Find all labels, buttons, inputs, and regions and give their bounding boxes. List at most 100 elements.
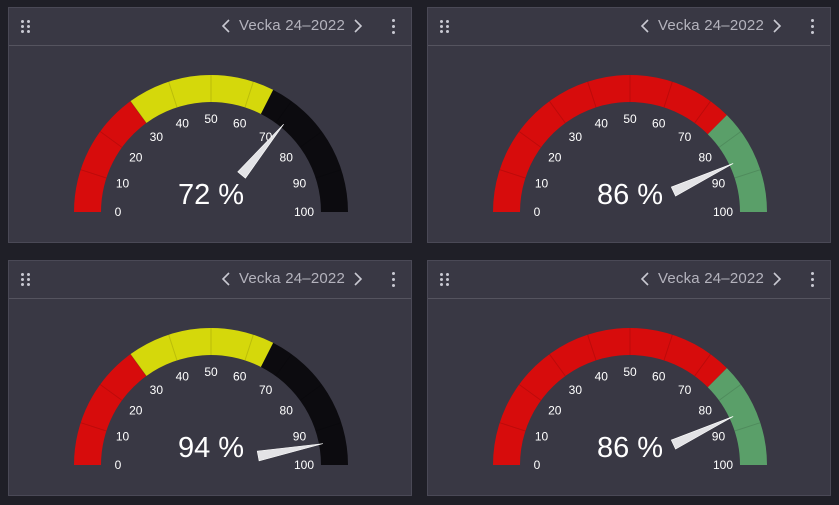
gauge-segment-divider (549, 100, 566, 124)
gauge-band-1 (707, 368, 767, 465)
panel-header: Vecka 24–2022 (9, 261, 411, 299)
gauge-tick-label: 0 (115, 458, 122, 472)
gauge-segment-divider (663, 81, 673, 108)
gauge-segment-divider (99, 384, 123, 401)
gauge-tick-label: 70 (678, 130, 692, 144)
gauge-chart: 0 10 20 30 40 50 60 70 80 90 100 94 % (9, 299, 411, 495)
gauge-needle (670, 163, 734, 197)
gauge-tick-label: 0 (115, 205, 122, 219)
gauge-band-1 (130, 328, 274, 377)
gauge-tick-label: 30 (150, 383, 164, 397)
panel-header: Vecka 24–2022 (428, 8, 830, 46)
gauge-band-0 (493, 328, 727, 465)
gauge-tick-label: 80 (280, 403, 294, 417)
gauge-band-0 (74, 101, 147, 212)
gauge-tick-label: 50 (204, 365, 218, 379)
gauge-value-label: 86 % (597, 179, 663, 211)
gauge-segment-divider (663, 334, 673, 361)
gauge-segment-divider (130, 100, 147, 124)
gauge-segment-divider (587, 81, 597, 108)
gauge-tick-label: 30 (569, 383, 583, 397)
gauge-segment-divider (315, 422, 342, 432)
gauge-segment-divider (518, 384, 542, 401)
chevron-right-icon[interactable] (770, 270, 784, 288)
gauge-tick-label: 100 (294, 205, 314, 219)
panel-title: Vecka 24–2022 (238, 270, 346, 287)
chevron-left-icon[interactable] (219, 17, 233, 35)
gauge-segment-divider (694, 100, 711, 124)
gauge-tick-label: 0 (534, 458, 541, 472)
gauge-tick-label: 40 (595, 370, 609, 384)
gauge-tick-label: 90 (712, 429, 726, 443)
gauge-tick-label: 40 (176, 370, 190, 384)
gauge-segment-divider (718, 131, 742, 148)
gauge-segment-divider (549, 353, 566, 377)
kebab-menu-icon[interactable] (389, 272, 399, 288)
gauge-chart: 0 10 20 30 40 50 60 70 80 90 100 86 % (428, 299, 830, 495)
gauge-band-2 (260, 89, 348, 212)
gauge-tick-label: 50 (623, 112, 637, 126)
gauge-tick-label: 10 (116, 429, 130, 443)
gauge-segment-divider (694, 353, 711, 377)
gauge-tick-label: 90 (712, 176, 726, 190)
gauge-chart: 0 10 20 30 40 50 60 70 80 90 100 72 % (9, 46, 411, 242)
gauge-tick-label: 40 (176, 117, 190, 131)
gauge-tick-label: 90 (293, 429, 307, 443)
gauge-value-label: 94 % (178, 432, 244, 464)
gauge-panel-4: Vecka 24–2022 0 10 20 30 40 50 60 70 80 90 100 86 % (427, 260, 831, 496)
gauge-tick-label: 80 (699, 403, 713, 417)
gauge-tick-label: 60 (652, 117, 666, 131)
gauge-tick-label: 30 (150, 130, 164, 144)
panel-title: Vecka 24–2022 (238, 17, 346, 34)
gauge-segment-divider (518, 131, 542, 148)
gauge-segment-divider (499, 169, 526, 179)
drag-handle-icon[interactable] (21, 273, 31, 287)
gauge-tick-label: 90 (293, 176, 307, 190)
drag-handle-icon[interactable] (440, 20, 450, 34)
gauge-tick-label: 40 (595, 117, 609, 131)
gauge-needle (670, 416, 734, 450)
chevron-right-icon[interactable] (351, 270, 365, 288)
gauge-tick-label: 10 (535, 176, 549, 190)
gauge-needle (256, 443, 324, 462)
gauge-tick-label: 30 (569, 130, 583, 144)
gauge-segment-divider (80, 422, 107, 432)
chevron-left-icon[interactable] (219, 270, 233, 288)
gauge-segment-divider (315, 169, 342, 179)
kebab-menu-icon[interactable] (808, 19, 818, 35)
gauge-tick-label: 60 (233, 370, 247, 384)
chevron-left-icon[interactable] (638, 17, 652, 35)
gauge-segment-divider (244, 334, 254, 361)
gauge-tick-label: 10 (116, 176, 130, 190)
gauge-tick-label: 20 (129, 403, 143, 417)
gauge-needle (237, 123, 284, 179)
gauge-segment-divider (734, 169, 761, 179)
gauge-value-label: 86 % (597, 432, 663, 464)
chevron-right-icon[interactable] (351, 17, 365, 35)
gauge-tick-label: 60 (652, 370, 666, 384)
panel-header: Vecka 24–2022 (428, 261, 830, 299)
gauge-band-0 (74, 354, 147, 465)
gauge-tick-label: 100 (294, 458, 314, 472)
gauge-tick-label: 20 (129, 150, 143, 164)
drag-handle-icon[interactable] (440, 273, 450, 287)
chevron-left-icon[interactable] (638, 270, 652, 288)
gauge-tick-label: 10 (535, 429, 549, 443)
gauge-segment-divider (299, 384, 323, 401)
gauge-tick-label: 80 (280, 150, 294, 164)
gauge-segment-divider (299, 131, 323, 148)
gauge-panel-1: Vecka 24–2022 0 10 20 30 40 50 60 70 80 90 100 72 % (8, 7, 412, 243)
gauge-segment-divider (168, 81, 178, 108)
gauge-tick-label: 60 (233, 117, 247, 131)
chevron-right-icon[interactable] (770, 17, 784, 35)
kebab-menu-icon[interactable] (389, 19, 399, 35)
kebab-menu-icon[interactable] (808, 272, 818, 288)
gauge-tick-label: 80 (699, 150, 713, 164)
gauge-band-2 (260, 342, 348, 465)
gauge-tick-label: 0 (534, 205, 541, 219)
drag-handle-icon[interactable] (21, 20, 31, 34)
gauge-segment-divider (734, 422, 761, 432)
gauge-segment-divider (244, 81, 254, 108)
gauge-tick-label: 100 (713, 458, 733, 472)
gauge-panel-2: Vecka 24–2022 0 10 20 30 40 50 60 70 80 90 100 86 % (427, 7, 831, 243)
